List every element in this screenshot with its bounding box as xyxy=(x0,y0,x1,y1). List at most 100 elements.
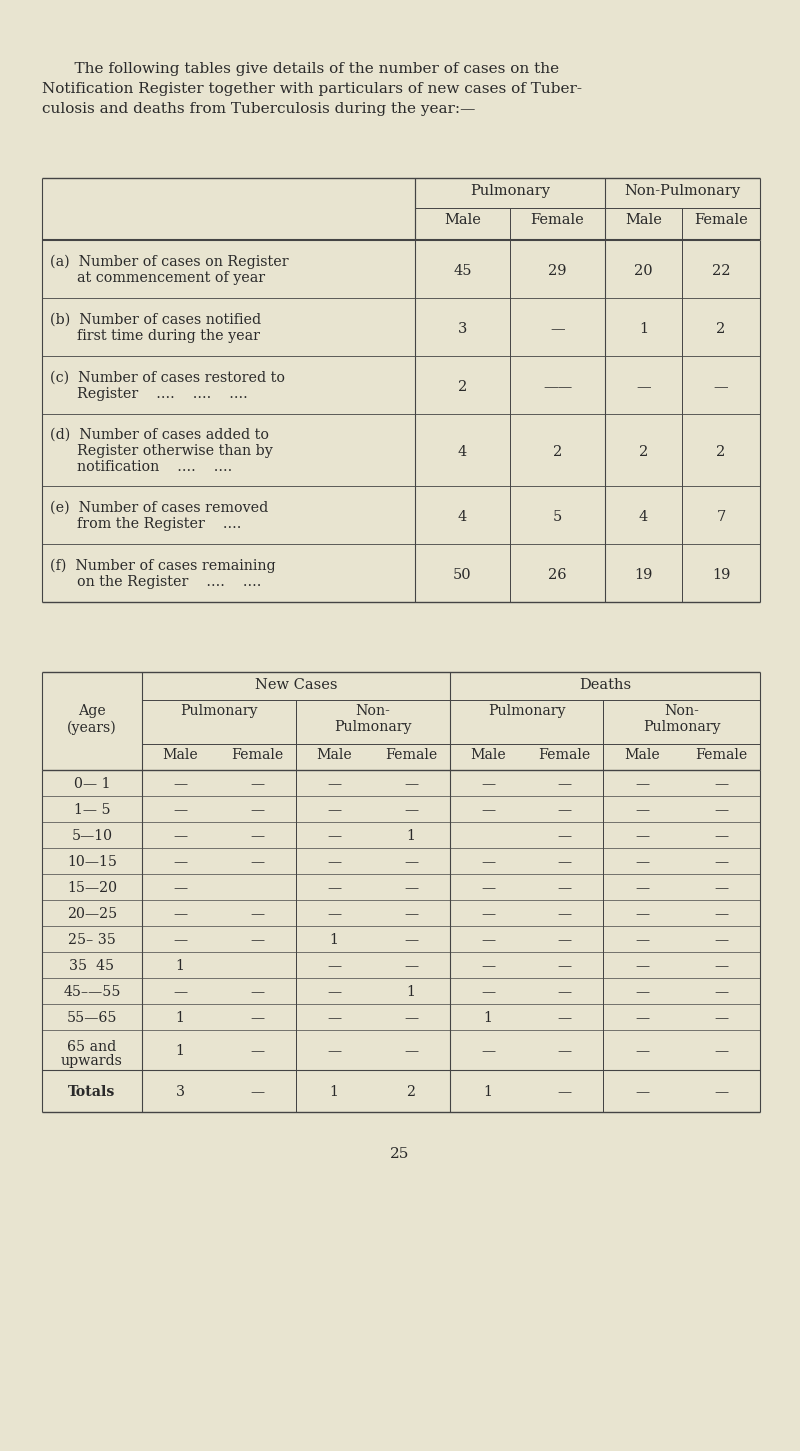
Text: —: — xyxy=(714,907,728,921)
Text: ——: —— xyxy=(543,380,572,395)
Text: —: — xyxy=(635,1045,650,1058)
Text: Register    ....    ....    ....: Register .... .... .... xyxy=(50,387,248,400)
Text: from the Register    ....: from the Register .... xyxy=(50,517,242,531)
Text: —: — xyxy=(250,802,264,817)
Text: —: — xyxy=(250,1045,264,1058)
Text: New Cases: New Cases xyxy=(254,678,338,692)
Text: —: — xyxy=(481,1045,495,1058)
Text: 1: 1 xyxy=(406,985,415,998)
Text: first time during the year: first time during the year xyxy=(50,329,260,342)
Text: Male: Male xyxy=(625,213,662,226)
Text: —: — xyxy=(558,829,571,843)
Text: —: — xyxy=(714,985,728,998)
Text: 2: 2 xyxy=(639,445,648,459)
Text: —: — xyxy=(250,855,264,869)
Text: —: — xyxy=(714,1045,728,1058)
Text: —: — xyxy=(481,855,495,869)
Text: —: — xyxy=(173,985,187,998)
Text: —: — xyxy=(404,933,418,948)
Text: 0— 1: 0— 1 xyxy=(74,776,110,791)
Text: —: — xyxy=(558,1045,571,1058)
Text: —: — xyxy=(558,855,571,869)
Text: —: — xyxy=(404,907,418,921)
Text: —: — xyxy=(173,855,187,869)
Text: 10—15: 10—15 xyxy=(67,855,117,869)
Text: —: — xyxy=(250,776,264,791)
Text: 1: 1 xyxy=(639,322,648,337)
Text: 1: 1 xyxy=(175,959,185,974)
Text: —: — xyxy=(404,959,418,974)
Text: —: — xyxy=(481,933,495,948)
Text: upwards: upwards xyxy=(61,1053,123,1068)
Text: The following tables give details of the number of cases on the: The following tables give details of the… xyxy=(55,62,559,75)
Text: —: — xyxy=(635,933,650,948)
Text: —: — xyxy=(404,881,418,895)
Text: notification    ....    ....: notification .... .... xyxy=(50,460,232,474)
Text: —: — xyxy=(714,829,728,843)
Text: —: — xyxy=(327,1011,341,1024)
Text: 45–—55: 45–—55 xyxy=(63,985,121,998)
Text: 4: 4 xyxy=(458,445,467,459)
Text: —: — xyxy=(558,802,571,817)
Text: —: — xyxy=(635,907,650,921)
Text: —: — xyxy=(250,907,264,921)
Text: —: — xyxy=(404,855,418,869)
Text: —: — xyxy=(481,776,495,791)
Text: —: — xyxy=(327,855,341,869)
Text: —: — xyxy=(481,959,495,974)
Text: culosis and deaths from Tuberculosis during the year:—: culosis and deaths from Tuberculosis dur… xyxy=(42,102,475,116)
Text: Female: Female xyxy=(530,213,584,226)
Text: —: — xyxy=(250,1085,264,1098)
Text: —: — xyxy=(327,829,341,843)
Text: 2: 2 xyxy=(406,1085,415,1098)
Text: 5: 5 xyxy=(553,509,562,524)
Text: Male: Male xyxy=(316,749,352,762)
Text: —: — xyxy=(714,855,728,869)
Text: —: — xyxy=(635,829,650,843)
Text: Non-
Pulmonary: Non- Pulmonary xyxy=(642,704,720,734)
Text: —: — xyxy=(173,881,187,895)
Text: (b)  Number of cases notified: (b) Number of cases notified xyxy=(50,313,261,326)
Text: —: — xyxy=(558,881,571,895)
Text: 2: 2 xyxy=(458,380,467,395)
Text: —: — xyxy=(250,1011,264,1024)
Text: 3: 3 xyxy=(175,1085,185,1098)
Text: 2: 2 xyxy=(716,322,726,337)
Text: —: — xyxy=(173,907,187,921)
Text: —: — xyxy=(714,1011,728,1024)
Text: 1— 5: 1— 5 xyxy=(74,802,110,817)
Text: —: — xyxy=(635,959,650,974)
Text: —: — xyxy=(636,380,651,395)
Text: —: — xyxy=(173,933,187,948)
Text: —: — xyxy=(635,985,650,998)
Text: —: — xyxy=(558,959,571,974)
Text: (d)  Number of cases added to: (d) Number of cases added to xyxy=(50,428,269,443)
Text: —: — xyxy=(250,829,264,843)
Text: 4: 4 xyxy=(458,509,467,524)
Text: Notification Register together with particulars of new cases of Tuber-: Notification Register together with part… xyxy=(42,83,582,96)
Text: Male: Male xyxy=(444,213,481,226)
Text: 50: 50 xyxy=(453,567,472,582)
Text: —: — xyxy=(404,802,418,817)
Text: —: — xyxy=(481,881,495,895)
Text: 3: 3 xyxy=(458,322,467,337)
Text: 65 and: 65 and xyxy=(67,1040,117,1053)
Text: —: — xyxy=(404,1011,418,1024)
Text: Female: Female xyxy=(695,749,747,762)
Text: —: — xyxy=(714,1085,728,1098)
Text: Male: Male xyxy=(470,749,506,762)
Text: 19: 19 xyxy=(712,567,730,582)
Text: —: — xyxy=(635,776,650,791)
Text: (c)  Number of cases restored to: (c) Number of cases restored to xyxy=(50,371,285,385)
Text: 29: 29 xyxy=(548,264,566,279)
Text: 25: 25 xyxy=(390,1146,410,1161)
Text: Female: Female xyxy=(231,749,283,762)
Text: (e)  Number of cases removed: (e) Number of cases removed xyxy=(50,501,268,515)
Text: —: — xyxy=(327,776,341,791)
Text: —: — xyxy=(404,1045,418,1058)
Text: —: — xyxy=(558,933,571,948)
Text: (f)  Number of cases remaining: (f) Number of cases remaining xyxy=(50,559,276,573)
Text: Male: Male xyxy=(162,749,198,762)
Text: 2: 2 xyxy=(553,445,562,459)
Text: at commencement of year: at commencement of year xyxy=(50,271,265,284)
